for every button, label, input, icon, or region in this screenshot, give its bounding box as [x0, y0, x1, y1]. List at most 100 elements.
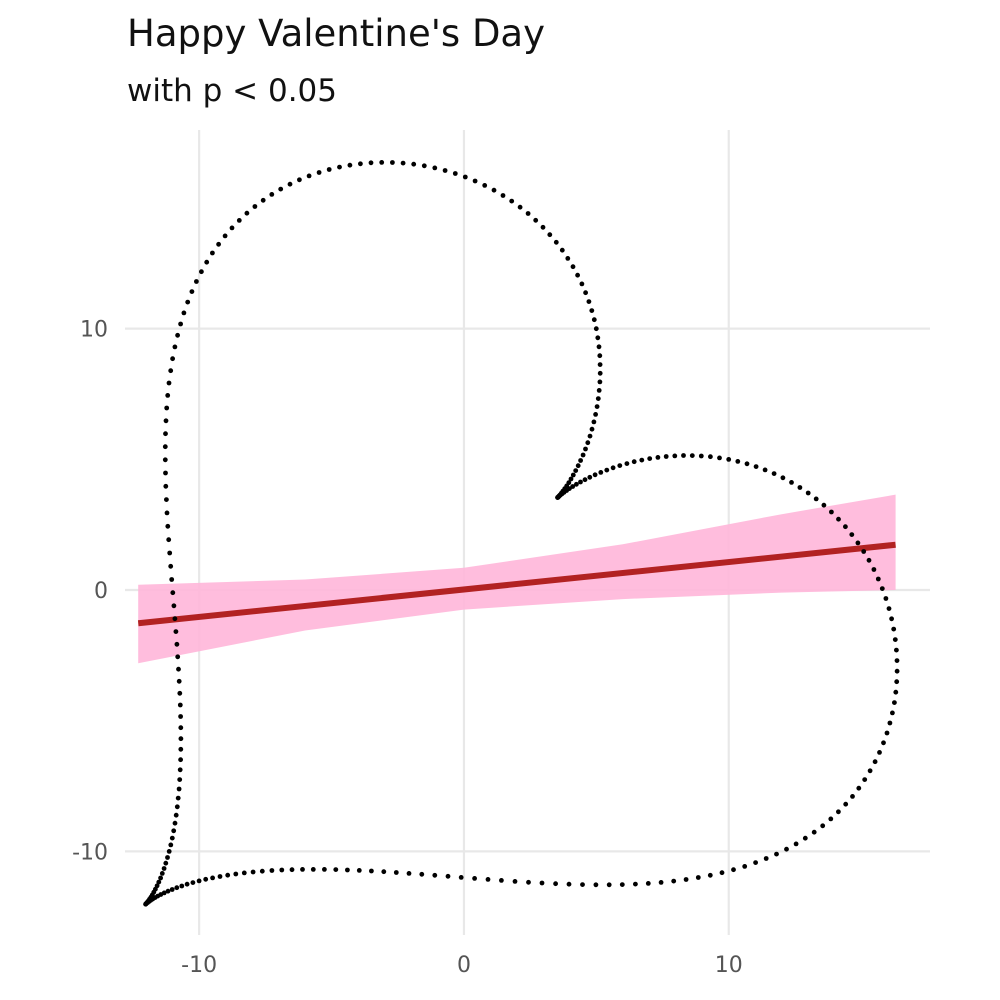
- heart-point: [181, 310, 187, 316]
- heart-point: [663, 454, 669, 459]
- heart-point: [771, 471, 777, 476]
- heart-point: [164, 510, 170, 516]
- heart-point: [631, 459, 637, 465]
- heart-point: [793, 841, 799, 847]
- heart-point: [472, 178, 478, 184]
- heart-point: [589, 426, 595, 432]
- heart-point: [539, 880, 545, 886]
- heart-point: [892, 700, 897, 705]
- heart-point: [500, 193, 506, 198]
- heart-point: [707, 872, 713, 878]
- heart-point: [593, 882, 599, 888]
- heart-point: [553, 239, 559, 245]
- heart-point: [163, 470, 168, 476]
- heart-point: [316, 170, 322, 175]
- heart-point: [326, 167, 332, 172]
- heart-point: [593, 326, 599, 332]
- heart-point: [174, 804, 180, 810]
- heart-point: [250, 869, 256, 875]
- heart-point: [168, 842, 174, 848]
- heart-point: [462, 174, 468, 180]
- heart-point: [178, 757, 184, 763]
- confidence-ribbon-layer: [138, 494, 896, 664]
- heart-point: [165, 393, 171, 398]
- heart-point: [170, 590, 176, 596]
- heart-point: [894, 647, 899, 653]
- heart-point: [170, 356, 176, 362]
- heart-point: [162, 444, 168, 450]
- heart-point: [797, 485, 803, 490]
- heart-point: [753, 464, 759, 469]
- heart-point: [163, 860, 169, 866]
- heart-point: [645, 881, 651, 886]
- heart-point: [174, 641, 180, 647]
- heart-point: [583, 446, 588, 452]
- heart-point: [881, 740, 886, 746]
- heart-point: [169, 887, 175, 892]
- heart-point: [540, 224, 546, 230]
- heart-point: [210, 250, 215, 256]
- heart-point: [596, 388, 602, 393]
- heart-point: [889, 616, 894, 622]
- heart-point: [708, 454, 713, 460]
- heart-point: [595, 335, 601, 341]
- heart-point: [565, 256, 571, 261]
- heart-point: [698, 453, 704, 459]
- heart-point: [594, 404, 600, 409]
- heart-point: [877, 750, 882, 755]
- heart-point: [445, 873, 451, 879]
- heart-point: [894, 658, 900, 663]
- heart-point: [356, 868, 362, 873]
- heart-point: [156, 879, 162, 885]
- confidence-ribbon: [138, 494, 896, 664]
- heart-point: [178, 725, 184, 731]
- heart-point: [633, 881, 638, 887]
- heart-point: [566, 881, 572, 887]
- heart-point: [578, 458, 583, 463]
- heart-point: [575, 463, 581, 469]
- chart-subtitle: with p < 0.05: [127, 73, 338, 109]
- heart-point: [553, 881, 558, 887]
- heart-point: [177, 767, 183, 773]
- heart-point: [525, 211, 531, 216]
- heart-point: [570, 484, 576, 489]
- heart-point: [419, 871, 425, 877]
- heart-point: [368, 160, 374, 166]
- heart-point: [333, 867, 339, 872]
- heart-point: [639, 457, 645, 463]
- heart-point: [647, 456, 653, 461]
- heart-point: [411, 161, 417, 167]
- heart-point: [672, 453, 678, 459]
- heart-point: [421, 163, 427, 169]
- heart-point: [222, 233, 228, 239]
- heart-point: [233, 871, 239, 877]
- heart-point: [171, 603, 177, 609]
- heart-point: [225, 872, 231, 878]
- heart-point: [624, 461, 630, 466]
- heart-point: [585, 440, 591, 446]
- heart-point: [358, 161, 363, 167]
- heart-point: [166, 537, 172, 543]
- heart-point: [163, 418, 169, 424]
- heart-point: [169, 835, 175, 841]
- heart-point: [269, 192, 275, 197]
- heart-point: [512, 879, 518, 884]
- heart-point: [432, 872, 438, 878]
- heart-point: [278, 186, 284, 192]
- heart-point: [893, 689, 899, 695]
- heart-point: [172, 344, 178, 350]
- heart-point: [597, 362, 603, 367]
- heart-point: [695, 875, 701, 880]
- heart-point: [390, 160, 395, 165]
- chart-title: Happy Valentine's Day: [127, 12, 546, 55]
- heart-point: [856, 785, 862, 791]
- heart-point: [165, 523, 171, 529]
- heart-point: [617, 463, 623, 468]
- heart-point: [269, 868, 275, 873]
- heart-point: [805, 490, 811, 496]
- heart-point: [836, 809, 841, 815]
- heart-point: [159, 871, 165, 876]
- heart-point: [379, 160, 385, 165]
- heart-point: [883, 596, 889, 601]
